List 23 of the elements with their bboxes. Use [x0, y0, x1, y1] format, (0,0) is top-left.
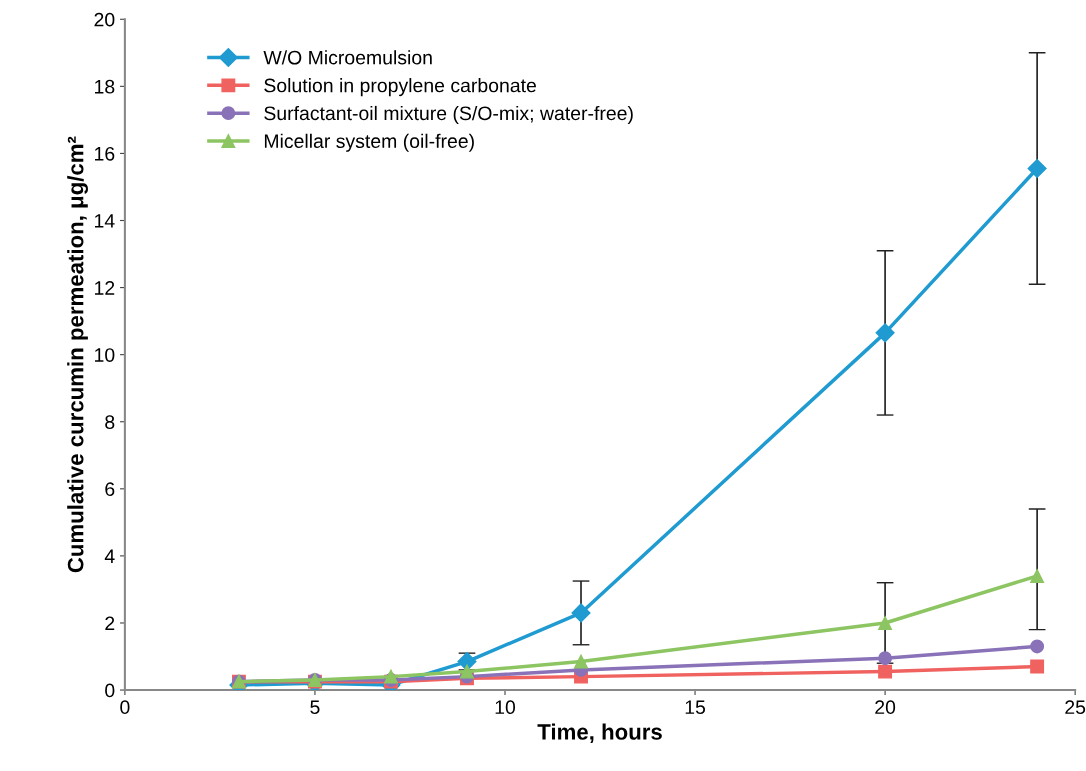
legend-label: Solution in propylene carbonate [264, 78, 536, 97]
legend-label: W/O Microemulsion [263, 50, 432, 65]
y-tick-label: 0 [105, 683, 115, 698]
x-tick-label: 10 [495, 700, 516, 715]
x-tick-label: 15 [685, 700, 706, 715]
y-tick-label: 10 [95, 348, 115, 362]
x-tick-label: 5 [310, 700, 320, 715]
y-tick-label: 8 [105, 415, 115, 429]
x-tick-label: 25 [1065, 700, 1086, 715]
y-tick-label: 4 [104, 549, 115, 563]
x-tick-label: 20 [875, 700, 896, 715]
y-tick-label: 2 [105, 616, 115, 631]
y-tick-label: 12 [95, 281, 115, 295]
y-axis-title: Cumulative curcumin permeation, μg/cm² [67, 136, 88, 573]
y-tick-label: 14 [95, 214, 115, 228]
y-tick-label: 18 [95, 79, 115, 94]
y-tick-label: 16 [95, 146, 115, 161]
x-axis-title: Time, hours [537, 723, 662, 743]
legend-label: Surfactant-oil mixture (S/O-mix; water-free) [264, 105, 633, 124]
y-tick-label: 20 [94, 12, 115, 27]
y-tick-label: 6 [105, 482, 115, 497]
legend-label: Micellar system (oil-free) [264, 133, 474, 152]
x-tick-label: 0 [120, 700, 130, 715]
